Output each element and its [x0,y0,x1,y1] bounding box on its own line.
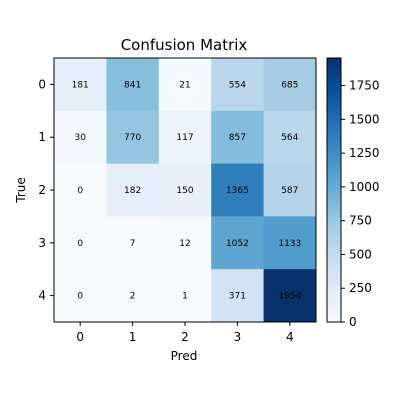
x-tick-label: 3 [234,330,242,344]
heatmap-cell [263,216,317,270]
cell-value-label: 7 [130,239,136,249]
heatmap-cell [263,269,317,323]
y-tick-label: 0 [38,77,46,91]
y-tick-label: 3 [38,236,46,250]
colorbar-ticks: 0 250 500 750 1000 1250 1500 1750 [341,79,380,329]
colorbar-tick-label: 1000 [349,180,380,194]
heatmap-cell [106,163,160,217]
y-axis-ticks: 0 1 2 3 4 [38,77,54,303]
y-tick-label: 1 [38,130,46,144]
cell-value-label: 685 [281,80,298,90]
cell-value-label: 1954 [278,292,301,302]
heatmap-cell [263,163,317,217]
cell-value-label: 857 [229,133,246,143]
heatmap-cell [106,216,160,270]
cell-value-label: 1052 [226,239,249,249]
heatmap-cell [263,58,317,112]
heatmap-cell [158,269,212,323]
x-axis-label: Pred [171,349,198,363]
cell-value-label: 12 [179,239,190,249]
heatmap-cell [158,163,212,217]
cell-value-label: 1133 [278,239,301,249]
colorbar-tick-label: 1250 [349,146,380,160]
heatmap-cell [54,269,107,323]
cell-value-label: 1365 [226,186,249,196]
heatmap-cell [211,216,265,270]
y-tick-label: 4 [38,289,46,303]
heatmap-cell [263,110,317,165]
cell-value-label: 181 [72,80,89,90]
cell-value-label: 182 [124,186,141,196]
heatmap-cell [158,58,212,112]
cell-value-label: 1 [182,292,188,302]
cell-value-label: 0 [77,292,83,302]
cell-value-label: 371 [229,292,246,302]
cell-value-label: 117 [176,133,193,143]
x-tick-label: 2 [181,330,189,344]
cell-value-label: 770 [124,133,141,143]
heatmap-cell [54,216,107,270]
heatmap-cell [54,58,107,112]
heatmap-cell [106,58,160,112]
heatmap-cell [211,110,265,165]
colorbar-tick-label: 750 [349,214,372,228]
cell-value-label: 841 [124,80,141,90]
x-axis-ticks: 0 1 2 3 4 [76,322,294,344]
heatmap-cell [211,58,265,112]
cell-value-label: 0 [77,239,83,249]
chart-title: Confusion Matrix [121,36,248,54]
cell-value-label: 587 [281,186,298,196]
cell-value-label: 2 [130,292,136,302]
cell-value-label: 21 [179,80,190,90]
colorbar-tick-label: 500 [349,247,372,261]
colorbar-tick-label: 1750 [349,79,380,93]
x-tick-label: 0 [76,330,84,344]
heatmap-cell [54,110,107,165]
cell-value-label: 0 [77,186,83,196]
heatmap-cell [158,216,212,270]
heatmap-cell [211,269,265,323]
heatmap-cell [158,110,212,165]
heatmap-cell [211,163,265,217]
colorbar [326,57,342,323]
colorbar-tick-label: 0 [349,315,357,329]
x-tick-label: 1 [129,330,137,344]
cell-value-label: 564 [281,133,298,143]
y-axis-label: True [14,177,28,204]
x-tick-label: 4 [286,330,294,344]
heatmap-cell [106,110,160,165]
cell-value-label: 150 [176,186,193,196]
colorbar-tick-label: 1500 [349,112,380,126]
y-tick-label: 2 [38,183,46,197]
colorbar-tick-label: 250 [349,281,372,295]
heatmap-cell [106,269,160,323]
cell-value-label: 554 [229,80,246,90]
heatmap-cells [54,58,317,323]
cell-value-label: 30 [74,133,86,143]
heatmap-cell [54,163,107,217]
